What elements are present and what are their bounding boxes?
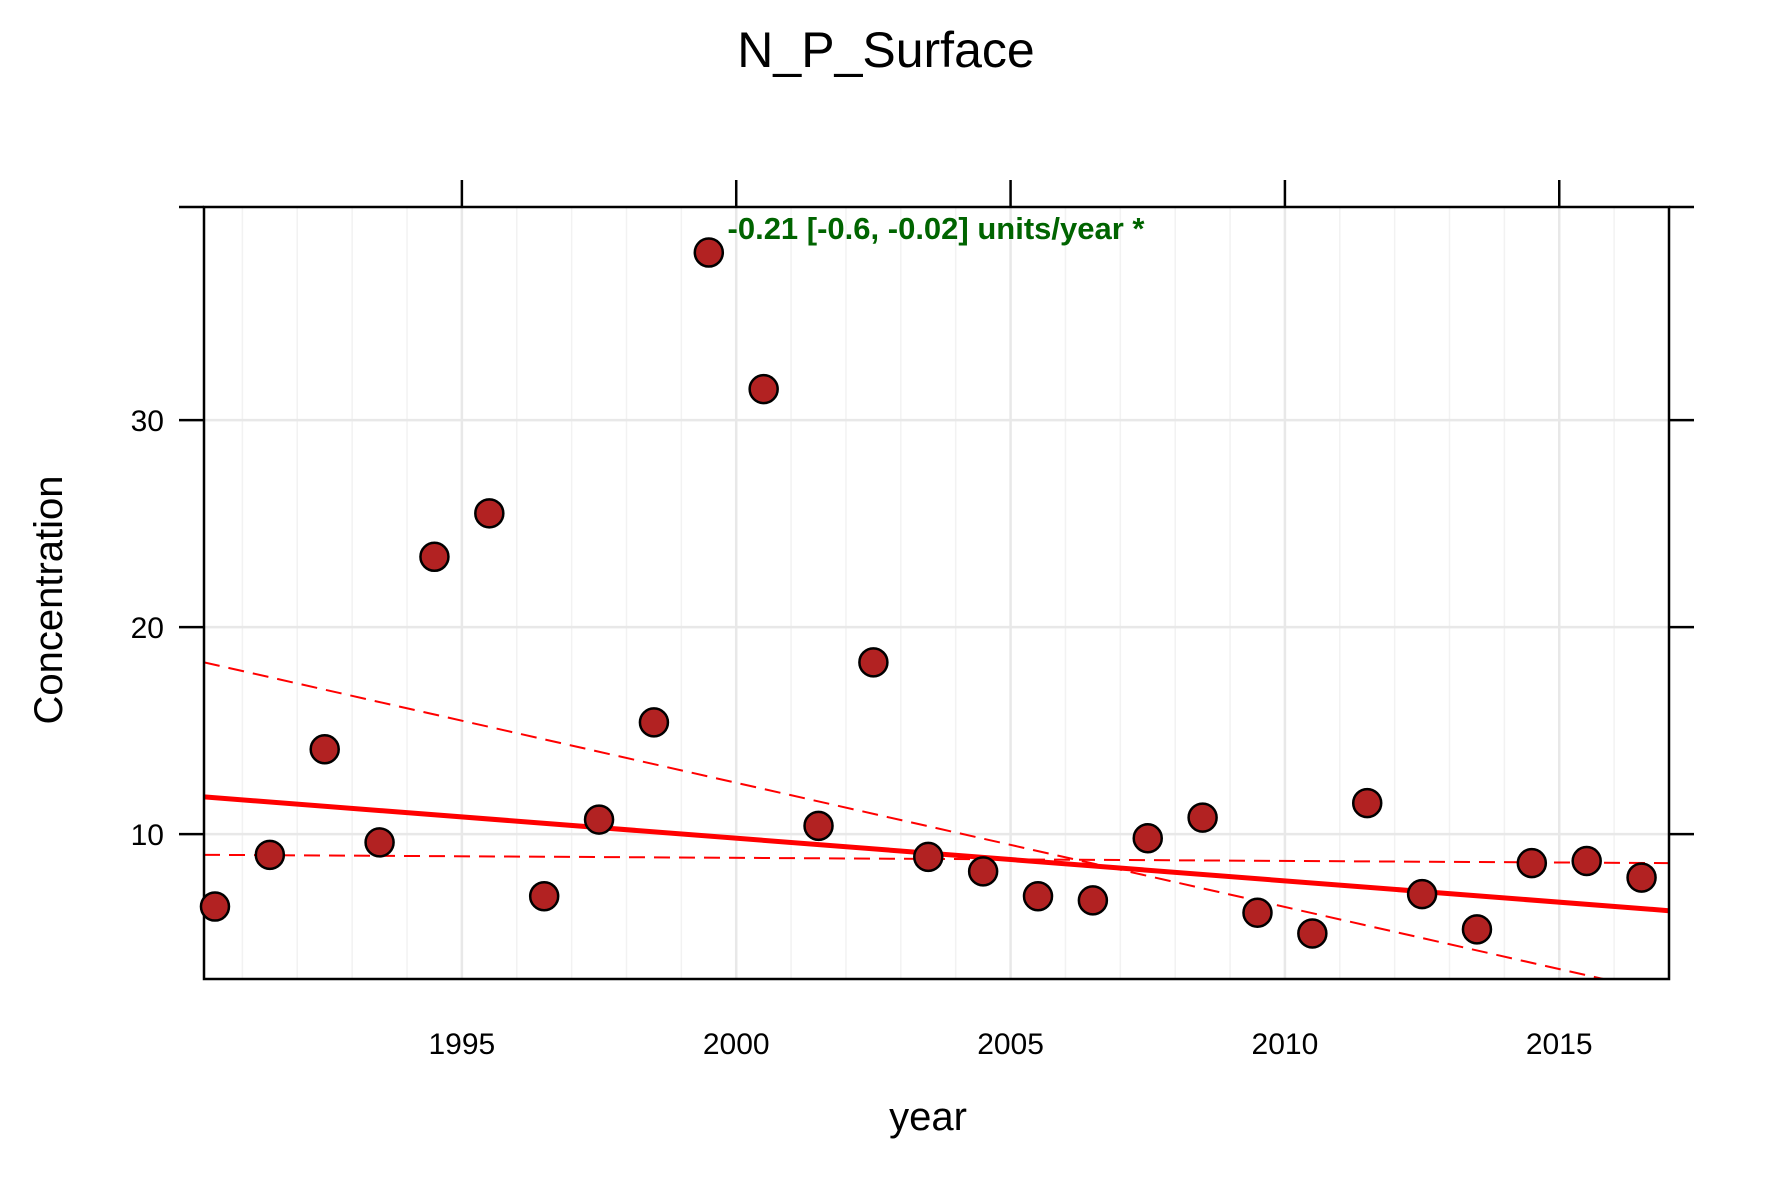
data-point (858, 647, 889, 678)
confidence-bound-line (204, 661, 1604, 979)
data-point (967, 856, 999, 887)
data-point (1297, 918, 1328, 949)
data-point (309, 734, 340, 765)
data-point (638, 707, 670, 738)
data-point (1626, 862, 1657, 893)
data-point (693, 237, 725, 268)
trend-annotation: -0.21 [-0.6, -0.02] units/year * (728, 211, 1146, 246)
data-point (1132, 823, 1163, 854)
data-point (1351, 787, 1383, 819)
plot-frame (202, 205, 1671, 981)
data-point (199, 891, 231, 922)
y-tick-label: 30 (131, 405, 164, 438)
x-tick-label: 1995 (429, 1028, 496, 1061)
y-tick-label: 20 (131, 612, 164, 645)
grid-lines (204, 207, 1670, 979)
data-point (748, 373, 779, 405)
x-tick-label: 2000 (703, 1028, 770, 1061)
data-point (1187, 802, 1218, 833)
data-point (1571, 845, 1602, 877)
data-point (254, 839, 286, 871)
data-point (528, 880, 560, 912)
chart-title: N_P_Surface (737, 22, 1034, 78)
data-points (199, 237, 1657, 949)
data-point (1077, 885, 1109, 916)
x-tick-label: 2010 (1252, 1028, 1319, 1061)
x-tick-label: 2005 (977, 1028, 1044, 1061)
x-tick-label: 2015 (1526, 1028, 1593, 1061)
y-tick-label: 10 (131, 819, 164, 852)
axis-ticks: 1995 2000 2005 2010 2015 10 20 30 (131, 180, 1694, 1061)
data-point (1242, 897, 1273, 929)
data-point (419, 541, 450, 573)
data-point (364, 827, 395, 858)
data-point (1516, 847, 1548, 879)
data-point (803, 810, 834, 842)
x-axis-label: year (889, 1095, 967, 1139)
data-point (1406, 878, 1438, 910)
data-point (1461, 914, 1493, 945)
data-point (474, 498, 505, 529)
data-point (583, 804, 615, 835)
y-axis-label: Concentration (27, 475, 71, 724)
data-point (1022, 880, 1054, 912)
data-point (913, 841, 944, 873)
